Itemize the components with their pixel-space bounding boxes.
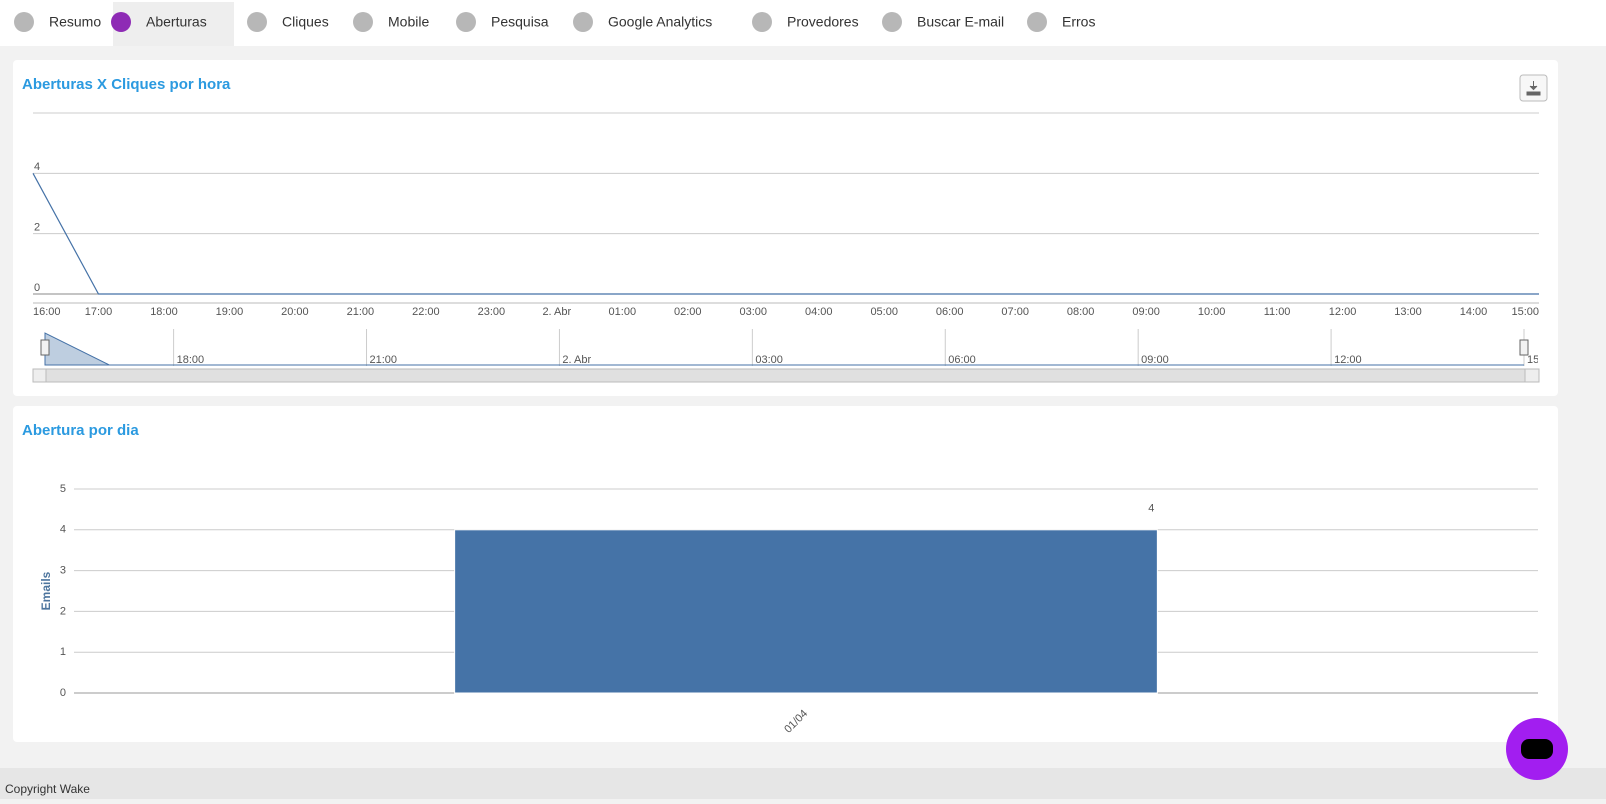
- navigator-handle[interactable]: [1519, 339, 1529, 356]
- y-tick-label: 0: [34, 282, 40, 294]
- navigator-labels: 18:00 21:00 2. Abr 03:00 06:00 09:00 12:00 15:0…: [173, 329, 1555, 366]
- tab-icon: [1027, 12, 1047, 32]
- footer-bg: [0, 768, 1606, 799]
- x-tick-label: 16:00: [33, 306, 61, 318]
- bar: [454, 529, 1158, 694]
- x-tick-label: 21:00: [347, 306, 375, 318]
- navigator-handle[interactable]: [40, 339, 50, 356]
- tab-icon: [573, 12, 593, 32]
- x-tick-label: 05:00: [870, 306, 898, 318]
- y-tick-label: 5: [60, 483, 66, 495]
- y-tick-label: 1: [60, 646, 66, 658]
- x-tick-label: 09:00: [1132, 306, 1160, 318]
- navigator: [33, 329, 1539, 366]
- x-tick-label: 18:00: [150, 306, 178, 318]
- tab[interactable]: Provedores: [787, 14, 859, 30]
- navigator-label: 09:00: [1141, 354, 1169, 366]
- tab-icon: [247, 12, 267, 32]
- tab-icon: [882, 12, 902, 32]
- footer: Copyright Wake: [5, 782, 90, 796]
- tab[interactable]: Erros: [1062, 14, 1095, 30]
- chat-icon: [1521, 739, 1553, 759]
- export-icon: [1526, 81, 1541, 96]
- line: [32, 173, 1539, 295]
- tab[interactable]: Mobile: [388, 14, 429, 30]
- tab[interactable]: Cliques: [282, 14, 329, 30]
- navigator-label: 21:00: [370, 354, 398, 366]
- x-tick-label: 22:00: [412, 306, 440, 318]
- x-tick-label: 15:00: [1511, 306, 1539, 318]
- navigator-label: 03:00: [755, 354, 783, 366]
- active-tab-bg: [113, 2, 234, 46]
- x-tick-label: 12:00: [1329, 306, 1357, 318]
- x-tick-label: 01:00: [609, 306, 637, 318]
- data-label: 4: [1148, 503, 1154, 515]
- navigator-label: 18:00: [177, 354, 205, 366]
- panel: [13, 60, 1558, 396]
- x-tick-label: 13:00: [1394, 306, 1422, 318]
- chart-title: Abertura por dia: [22, 422, 139, 439]
- tab[interactable]: Buscar E-mail: [917, 14, 1004, 30]
- tab-icon: [14, 12, 34, 32]
- x-tick-label: 2. Abr: [542, 306, 571, 318]
- tab-icon: [752, 12, 772, 32]
- y-tick-label: 4: [34, 161, 40, 173]
- y-tick-label: 2: [34, 222, 40, 234]
- navigator-label: 2. Abr: [562, 354, 591, 366]
- x-tick-label: 20:00: [281, 306, 309, 318]
- y-tick-label: 3: [60, 565, 66, 577]
- tab[interactable]: Resumo: [49, 14, 101, 30]
- x-tick-label: 08:00: [1067, 306, 1095, 318]
- tab-bar: [0, 0, 1606, 46]
- navigator-label: 15:00: [1527, 354, 1555, 366]
- y-axis-label: Emails: [39, 571, 53, 610]
- tab[interactable]: Google Analytics: [608, 14, 712, 30]
- tab-icon: [353, 12, 373, 32]
- navigator-label: 12:00: [1334, 354, 1362, 366]
- x-tick-label: 07:00: [1001, 306, 1029, 318]
- y-tick-label: 4: [60, 524, 66, 536]
- x-tick-label: 03:00: [739, 306, 767, 318]
- x-tick-label: 06:00: [936, 306, 964, 318]
- x-tick-label: 02:00: [674, 306, 702, 318]
- scrollbar-thumb[interactable]: [45, 368, 1526, 383]
- x-tick-label: 17:00: [85, 306, 113, 318]
- navigator-area: [44, 332, 1524, 366]
- x-tick-label: 23:00: [478, 306, 506, 318]
- x-tick-label: 10:00: [1198, 306, 1226, 318]
- y-tick-label: 0: [60, 687, 66, 699]
- y-tick-label: 2: [60, 605, 66, 617]
- tab[interactable]: Aberturas: [146, 14, 207, 30]
- navigator-label: 06:00: [948, 354, 976, 366]
- x-tick-label: 04:00: [805, 306, 833, 318]
- x-tick-label: 11:00: [1264, 306, 1291, 318]
- chart-title: Aberturas X Cliques por hora: [22, 76, 231, 93]
- tab-icon: [456, 12, 476, 32]
- x-tick-label: 14:00: [1460, 306, 1488, 318]
- tab[interactable]: Pesquisa: [491, 14, 549, 30]
- tab-icon: [111, 12, 131, 32]
- x-tick-label: 19:00: [216, 306, 244, 318]
